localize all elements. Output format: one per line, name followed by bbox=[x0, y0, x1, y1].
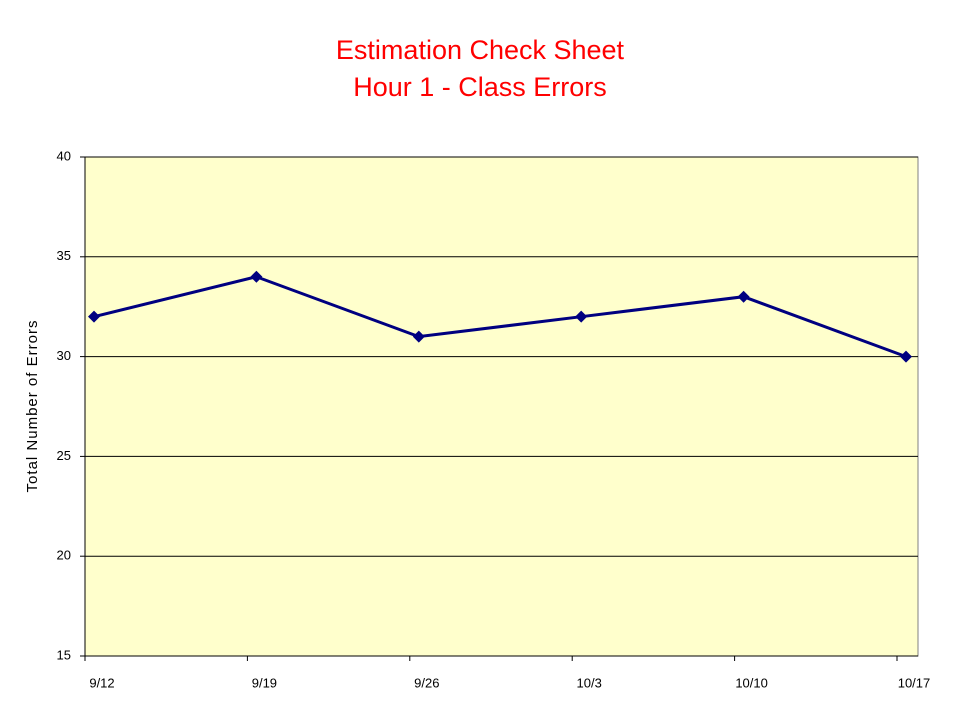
chart-subtitle: Hour 1 - Class Errors bbox=[353, 72, 607, 102]
plot-area bbox=[84, 156, 919, 657]
data-point bbox=[250, 270, 263, 283]
series-line bbox=[93, 275, 907, 359]
data-point bbox=[412, 330, 425, 343]
chart-title: Estimation Check Sheet bbox=[336, 35, 625, 65]
x-tick-label: 9/12 bbox=[89, 675, 114, 690]
x-tick-label: 9/19 bbox=[252, 675, 277, 690]
data-point bbox=[900, 350, 912, 363]
y-axis-label: Total Number of Errors bbox=[24, 320, 41, 493]
data-point bbox=[575, 310, 588, 323]
x-tick-label: 10/3 bbox=[577, 675, 602, 690]
y-tick-label: 20 bbox=[57, 548, 71, 563]
y-tick-label: 35 bbox=[57, 248, 71, 263]
data-point bbox=[737, 290, 750, 303]
x-tick-label: 10/17 bbox=[898, 675, 931, 690]
y-tick-label: 25 bbox=[57, 448, 71, 463]
y-tick-label: 30 bbox=[57, 348, 71, 363]
x-tick-label: 9/26 bbox=[414, 675, 439, 690]
y-tick-label: 15 bbox=[57, 647, 71, 662]
y-tick-label: 40 bbox=[57, 148, 71, 163]
data-point bbox=[88, 310, 100, 323]
x-tick-label: 10/10 bbox=[735, 675, 768, 690]
